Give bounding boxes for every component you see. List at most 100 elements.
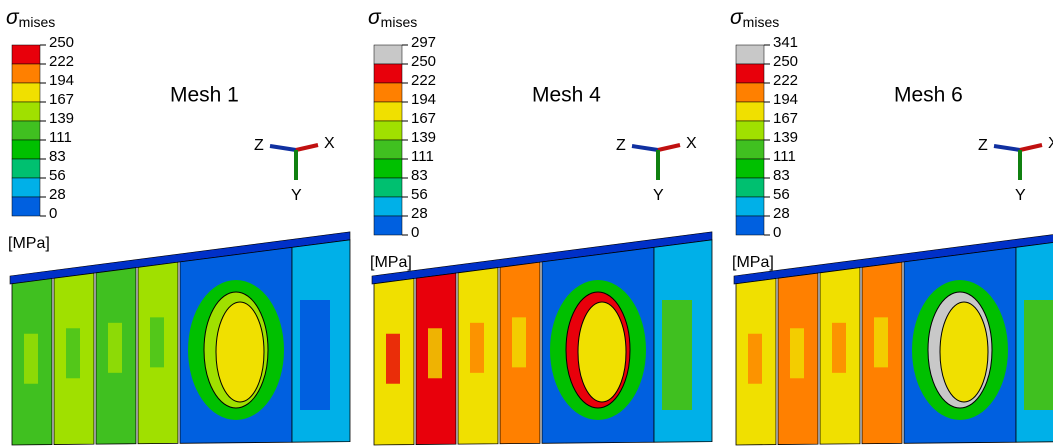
legend-label: 341 [773, 34, 798, 51]
legend-band [736, 140, 764, 159]
legend-band [736, 64, 764, 83]
legend-band [12, 197, 40, 216]
legend-label: 139 [411, 129, 436, 146]
legend-label: 0 [411, 224, 419, 241]
legend-band [374, 216, 402, 235]
legend-band [736, 83, 764, 102]
legend-band [12, 159, 40, 178]
legend-band [374, 83, 402, 102]
legend-band [374, 178, 402, 197]
legend-label: 0 [773, 224, 781, 241]
legend-label: 83 [773, 167, 790, 184]
plate-patch [150, 317, 164, 367]
subscript: mises [381, 14, 418, 30]
plate-patch [66, 328, 80, 378]
legend-label: 56 [411, 186, 428, 203]
legend-label: 167 [411, 110, 436, 127]
legend-label: 250 [49, 34, 74, 51]
stress-symbol: σmises [730, 6, 779, 30]
plate-patch [790, 328, 804, 378]
legend-label: 28 [411, 205, 428, 222]
legend-band [374, 140, 402, 159]
legend-band [736, 178, 764, 197]
axis-x [296, 145, 318, 150]
unit-label: [MPa] [370, 254, 412, 271]
axis-label: Z [616, 137, 626, 154]
legend-band [374, 102, 402, 121]
axis-label: X [686, 135, 697, 152]
plate-patch [874, 317, 888, 367]
side-patch [662, 300, 692, 410]
side-patch [1024, 300, 1053, 410]
plate-patch [832, 323, 846, 373]
axis-label: X [1048, 135, 1053, 152]
legend-label: 28 [49, 186, 66, 203]
legend-label: 297 [411, 34, 436, 51]
legend-label: 139 [773, 129, 798, 146]
subscript: mises [743, 14, 780, 30]
legend-band [736, 45, 764, 64]
legend-label: 194 [773, 91, 798, 108]
plate-patch [470, 323, 484, 373]
plate-patch [386, 334, 400, 384]
stress-symbol: σmises [6, 6, 55, 30]
axis-label: Y [291, 187, 302, 204]
legend-band [736, 197, 764, 216]
axis-x [1020, 145, 1042, 150]
legend-label: 28 [773, 205, 790, 222]
mesh-title: Mesh 4 [532, 84, 601, 107]
axis-z [994, 146, 1020, 150]
side-patch [300, 300, 330, 410]
legend-band [374, 159, 402, 178]
legend-band [736, 159, 764, 178]
legend-band [12, 121, 40, 140]
legend-label: 111 [49, 129, 72, 146]
legend-label: 222 [773, 72, 798, 89]
legend-band [12, 45, 40, 64]
legend-label: 167 [773, 110, 798, 127]
axis-label: Y [653, 187, 664, 204]
legend-band [12, 64, 40, 83]
legend-label: 56 [49, 167, 66, 184]
legend-label: 222 [49, 53, 74, 70]
legend-label: 83 [49, 148, 66, 165]
axis-label: Y [1015, 187, 1026, 204]
legend-band [736, 102, 764, 121]
hole [940, 302, 988, 402]
plate-patch [24, 334, 38, 384]
unit-label: [MPa] [8, 235, 50, 252]
legend-label: 250 [411, 53, 436, 70]
legend-band [12, 83, 40, 102]
legend-band [12, 140, 40, 159]
legend-label: 222 [411, 72, 436, 89]
legend-label: 139 [49, 110, 74, 127]
hole [216, 302, 264, 402]
axis-label: Z [254, 137, 264, 154]
axis-x [658, 145, 680, 150]
axis-z [270, 146, 296, 150]
hole [578, 302, 626, 402]
legend-band [374, 64, 402, 83]
legend-label: 111 [411, 148, 434, 165]
mesh-title: Mesh 1 [170, 84, 239, 107]
legend-band [12, 178, 40, 197]
plate-patch [108, 323, 122, 373]
legend-label: 56 [773, 186, 790, 203]
plate-patch [428, 328, 442, 378]
axis-z [632, 146, 658, 150]
legend-label: 250 [773, 53, 798, 70]
plate-patch [512, 317, 526, 367]
legend-label: 111 [773, 148, 796, 165]
legend-label: 167 [49, 91, 74, 108]
axis-label: X [324, 135, 335, 152]
legend-label: 194 [49, 72, 74, 89]
stress-symbol: σmises [368, 6, 417, 30]
mesh-title: Mesh 6 [894, 84, 963, 107]
legend-band [12, 102, 40, 121]
unit-label: [MPa] [732, 254, 774, 271]
legend-label: 83 [411, 167, 428, 184]
legend-band [374, 197, 402, 216]
legend-label: 0 [49, 205, 57, 222]
figure: σmises 250 222 194 167 139 111 83 56 28 0 [MPa] Mesh… [0, 0, 1053, 448]
legend-label: 194 [411, 91, 436, 108]
